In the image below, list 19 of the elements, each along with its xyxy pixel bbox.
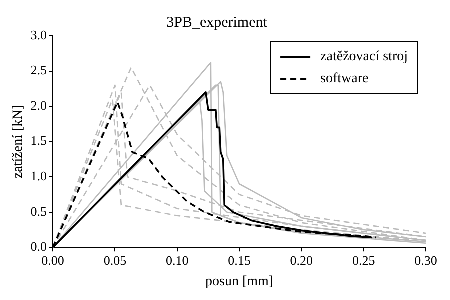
y-tick-label: 2.5	[30, 62, 48, 78]
y-tick-label: 0.0	[30, 239, 48, 254]
y-tick-label: 1.0	[30, 168, 48, 184]
chart-title: 3PB_experiment	[166, 14, 268, 31]
y-tick-label: 1.5	[30, 133, 48, 148]
y-tick-label: 2.0	[30, 98, 48, 113]
x-tick-label: 0.00	[42, 252, 64, 268]
y-tick-label: 0.5	[30, 204, 48, 219]
y-tick-label: 3.0	[30, 27, 48, 42]
x-tick-label: 0.25	[352, 252, 376, 268]
x-tick-label: 0.20	[290, 252, 314, 268]
y-axis-title: zatížení [kN]	[11, 105, 26, 179]
legend-label: zatěžovací stroj	[320, 50, 408, 65]
x-tick-label: 0.05	[104, 252, 127, 268]
x-tick-label: 0.10	[166, 252, 189, 268]
legend-label: software	[320, 72, 369, 87]
x-tick-label: 0.15	[228, 252, 251, 268]
x-tick-label: 0.30	[414, 252, 438, 268]
x-axis-title: posun [mm]	[205, 274, 274, 290]
